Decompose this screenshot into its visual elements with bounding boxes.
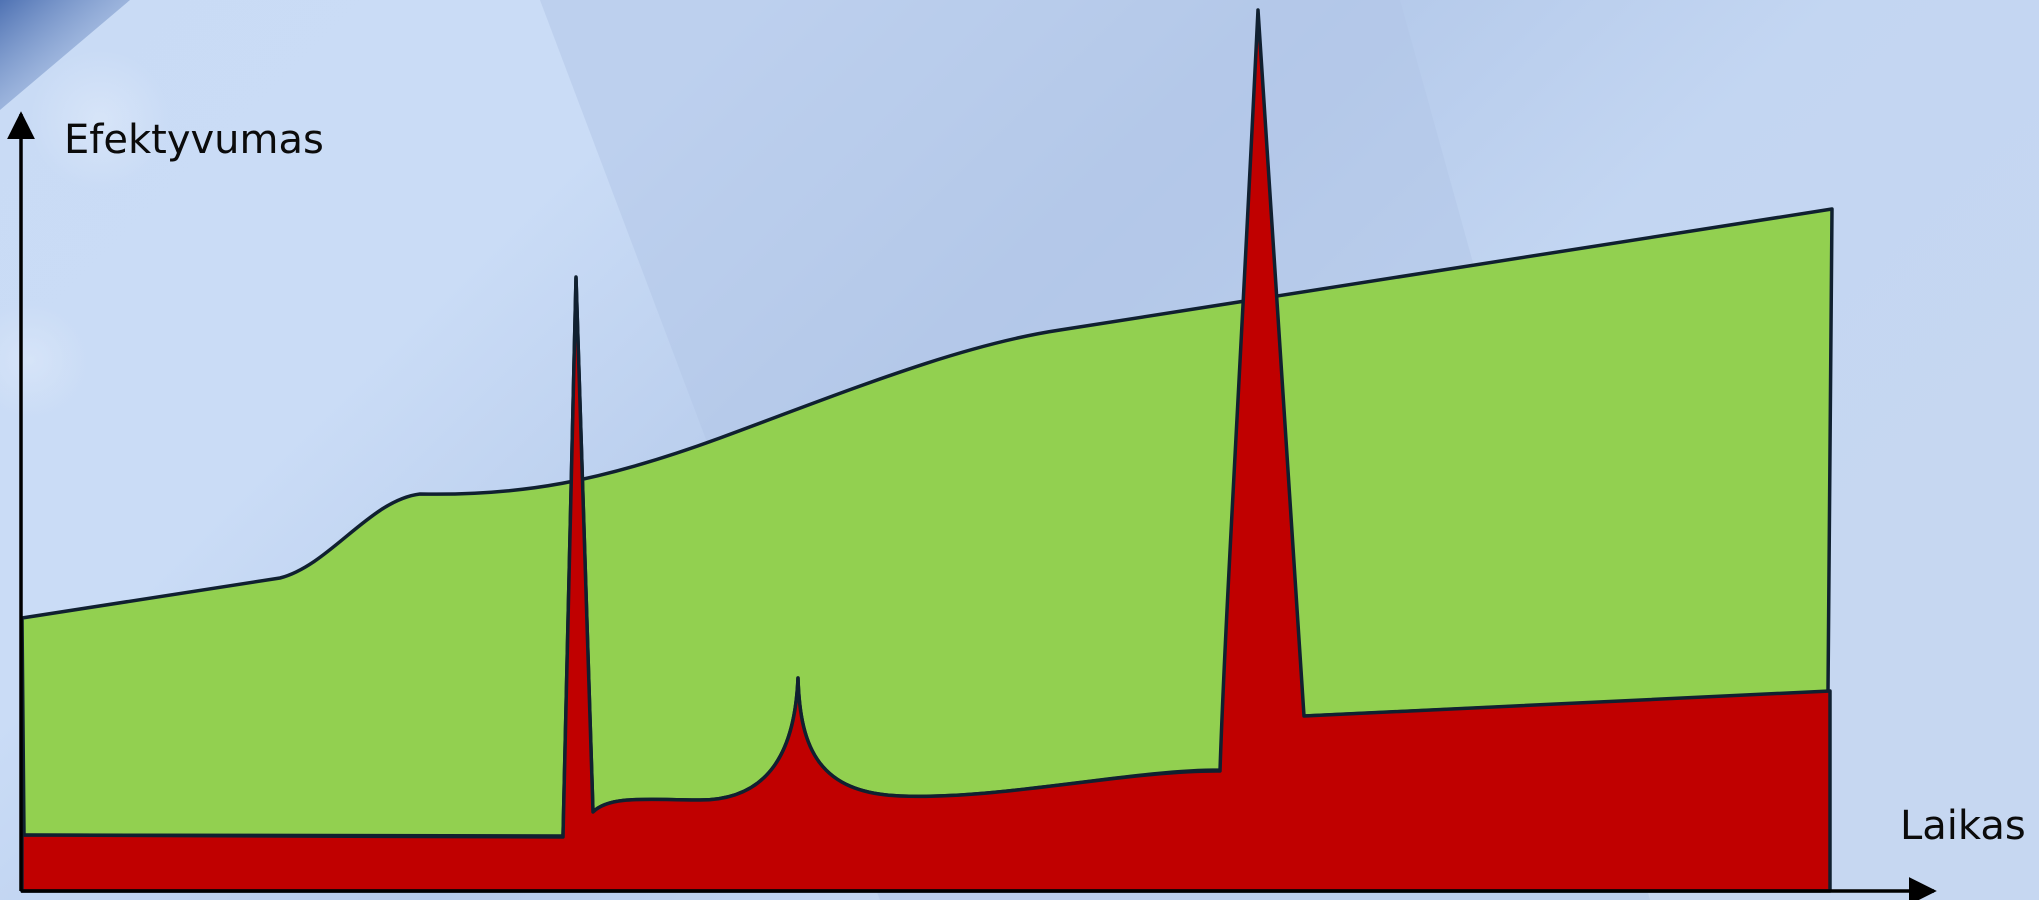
x-axis-label: Laikas bbox=[1900, 803, 2026, 849]
red-area bbox=[20, 8, 1832, 893]
background-corner-shade bbox=[0, 0, 130, 110]
background-glow bbox=[30, 50, 170, 190]
y-axis-label: Efektyvumas bbox=[64, 117, 324, 163]
